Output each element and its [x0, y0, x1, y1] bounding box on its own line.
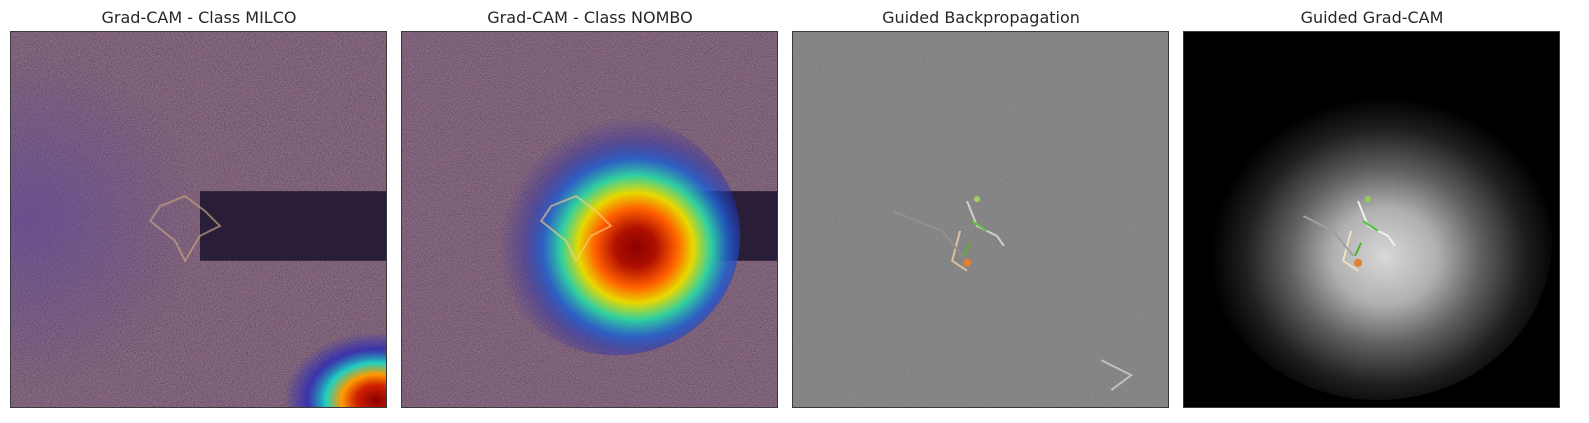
- guided-gradcam-image: [1183, 31, 1560, 408]
- panel-guided-gradcam: Guided Grad-CAM: [1183, 0, 1561, 423]
- gradcam-nombo-image: [401, 31, 778, 408]
- panel-title: Grad-CAM - Class NOMBO: [487, 8, 693, 27]
- panel-gradcam-nombo: Grad-CAM - Class NOMBO: [401, 0, 779, 423]
- panel-title: Guided Backpropagation: [882, 8, 1080, 27]
- panel-gradcam-milco: Grad-CAM - Class MILCO: [10, 0, 388, 423]
- gradcam-milco-image: [10, 31, 387, 408]
- panel-title: Grad-CAM - Class MILCO: [101, 8, 297, 27]
- guided-backprop-image: [792, 31, 1169, 408]
- panel-guided-backprop: Guided Backpropagation: [792, 0, 1170, 423]
- panel-title: Guided Grad-CAM: [1300, 8, 1444, 27]
